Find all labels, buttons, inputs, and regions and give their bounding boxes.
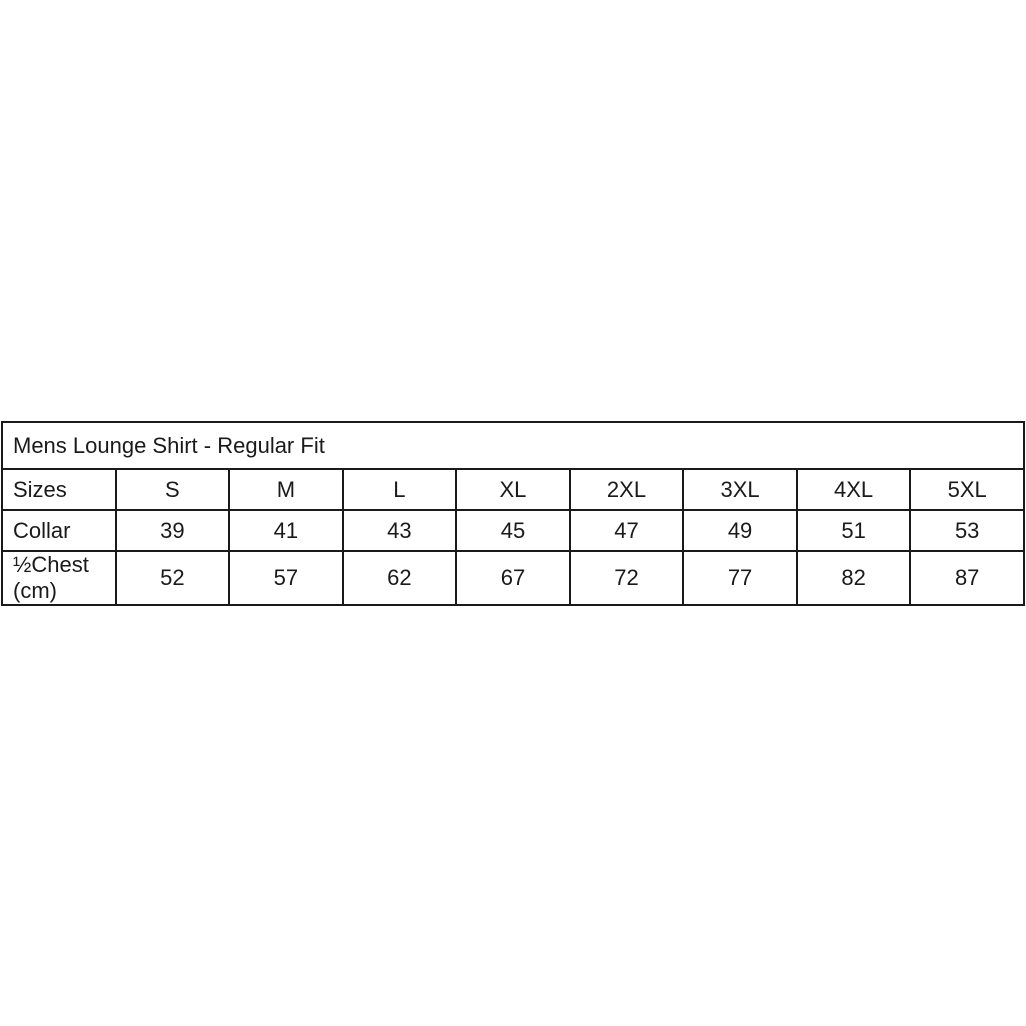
table-row: Sizes S M L XL 2XL 3XL 4XL 5XL [1, 468, 1025, 511]
table-cell: 67 [455, 550, 571, 606]
table-cell: 43 [341, 509, 458, 552]
table-cell: 47 [568, 509, 685, 552]
table-cell: 2XL [568, 468, 685, 511]
table-cell: 72 [568, 550, 685, 606]
table-cell: 5XL [909, 468, 1025, 511]
table-cell: 45 [455, 509, 571, 552]
table-cell: 53 [909, 509, 1025, 552]
table-cell: M [228, 468, 344, 511]
table-cell: S [114, 468, 231, 511]
table-cell: 39 [114, 509, 231, 552]
row-label: ½Chest (cm) [1, 550, 117, 606]
table-title: Mens Lounge Shirt - Regular Fit [1, 421, 1025, 470]
table-cell: 3XL [682, 468, 798, 511]
table-row: ½Chest (cm) 52 57 62 67 72 77 82 87 [1, 550, 1025, 606]
row-label: Collar [1, 509, 117, 552]
size-chart-table: Mens Lounge Shirt - Regular Fit Sizes S M L… [1, 421, 1025, 606]
table-cell: 51 [795, 509, 912, 552]
table-cell: 52 [114, 550, 231, 606]
table-cell: 57 [228, 550, 344, 606]
table-cell: 82 [795, 550, 912, 606]
table-cell: 87 [909, 550, 1025, 606]
table-row: Collar 39 41 43 45 47 49 51 53 [1, 509, 1025, 552]
table-cell: 62 [341, 550, 458, 606]
title-row: Mens Lounge Shirt - Regular Fit [1, 421, 1025, 470]
table-cell: 49 [682, 509, 798, 552]
row-label: Sizes [1, 468, 117, 511]
table-cell: XL [455, 468, 571, 511]
table-cell: 41 [228, 509, 344, 552]
table-cell: 77 [682, 550, 798, 606]
table-cell: 4XL [795, 468, 912, 511]
table-cell: L [341, 468, 458, 511]
